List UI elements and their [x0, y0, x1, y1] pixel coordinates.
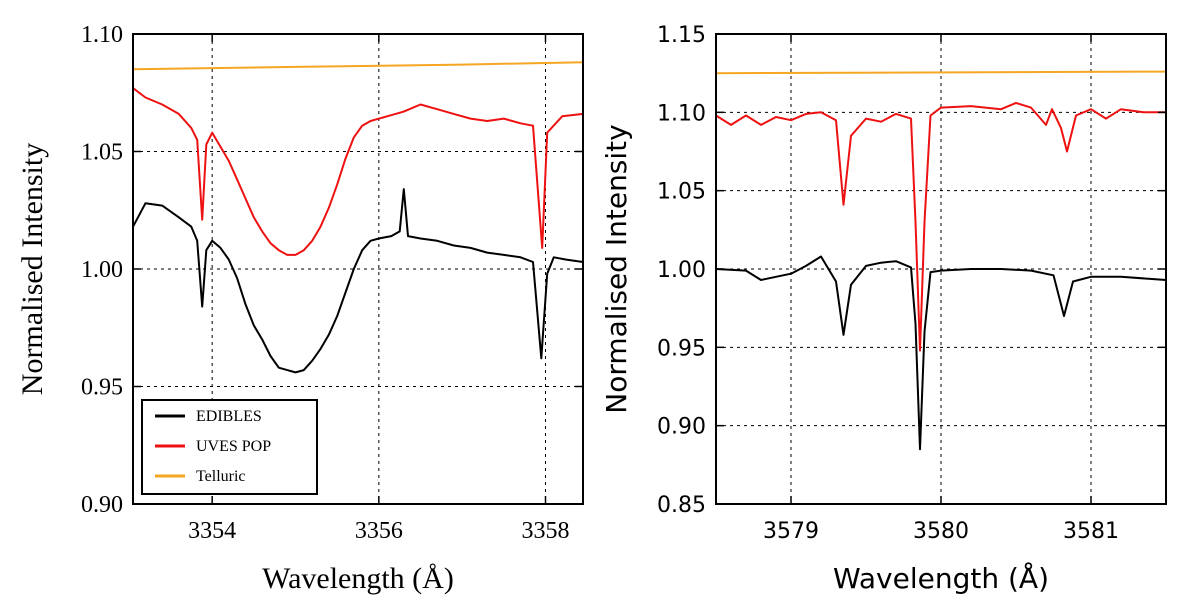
right-series-edibles: [715, 255, 1167, 451]
left-series-layer: [132, 61, 584, 374]
left-x-tick-label: 3358: [522, 518, 570, 544]
left-y-tick-label: 0.95: [81, 375, 123, 401]
right-panel: 3579 3580 3581 0.85 0.90 0.95 1.00 1.05 1.10 1.15…: [600, 23, 1167, 595]
right-x-tick-label: 3580: [913, 519, 969, 544]
right-series-uves-pop: [715, 101, 1166, 352]
left-gridlines: [133, 34, 583, 504]
right-gridlines: [716, 34, 1166, 504]
left-y-tick-label: 0.90: [81, 492, 123, 518]
legend-label-telluric: Telluric: [196, 468, 246, 485]
left-ticks: [133, 33, 583, 505]
left-x-axis-label: Wavelength (Å): [262, 562, 454, 595]
left-x-tick-label: 3356: [355, 518, 403, 544]
legend: EDIBLES UVES POP Telluric: [141, 399, 318, 495]
right-ticks: [716, 33, 1166, 505]
legend-label-edibles: EDIBLES: [196, 408, 262, 425]
right-tick-labels: 3579 3580 3581 0.85 0.90 0.95 1.00 1.05 1.10 1.15: [657, 23, 1119, 544]
right-y-tick-label: 1.15: [657, 23, 706, 48]
right-x-tick-label: 3579: [763, 519, 819, 544]
right-y-axis-label: Normalised Intensity: [600, 124, 633, 413]
left-y-axis-label: Normalised Intensity: [16, 143, 49, 395]
right-y-tick-label: 1.10: [657, 101, 706, 126]
left-panel: 3354 3356 3358 0.90 0.95 1.00 1.05 1.10 Wavelen…: [16, 22, 584, 595]
right-y-tick-label: 1.00: [657, 258, 706, 283]
left-y-tick-label: 1.00: [81, 257, 123, 283]
right-y-tick-label: 1.05: [657, 180, 706, 205]
legend-label-uves-pop: UVES POP: [196, 438, 271, 455]
left-series-telluric: [132, 61, 584, 71]
right-y-tick-label: 0.85: [657, 493, 706, 518]
right-series-layer: [715, 70, 1167, 451]
right-x-tick-label: 3581: [1063, 519, 1119, 544]
right-y-tick-label: 0.90: [657, 415, 706, 440]
right-series-telluric: [715, 70, 1167, 75]
left-y-tick-label: 1.10: [81, 22, 123, 48]
left-y-tick-label: 1.05: [81, 140, 123, 166]
left-x-tick-label: 3354: [188, 518, 236, 544]
left-series-edibles: [132, 188, 584, 374]
left-tick-labels: 3354 3356 3358 0.90 0.95 1.00 1.05 1.10: [81, 22, 570, 544]
right-y-tick-label: 0.95: [657, 336, 706, 361]
left-series-uves-pop: [132, 87, 584, 256]
right-x-axis-label: Wavelength (Å): [833, 561, 1049, 595]
